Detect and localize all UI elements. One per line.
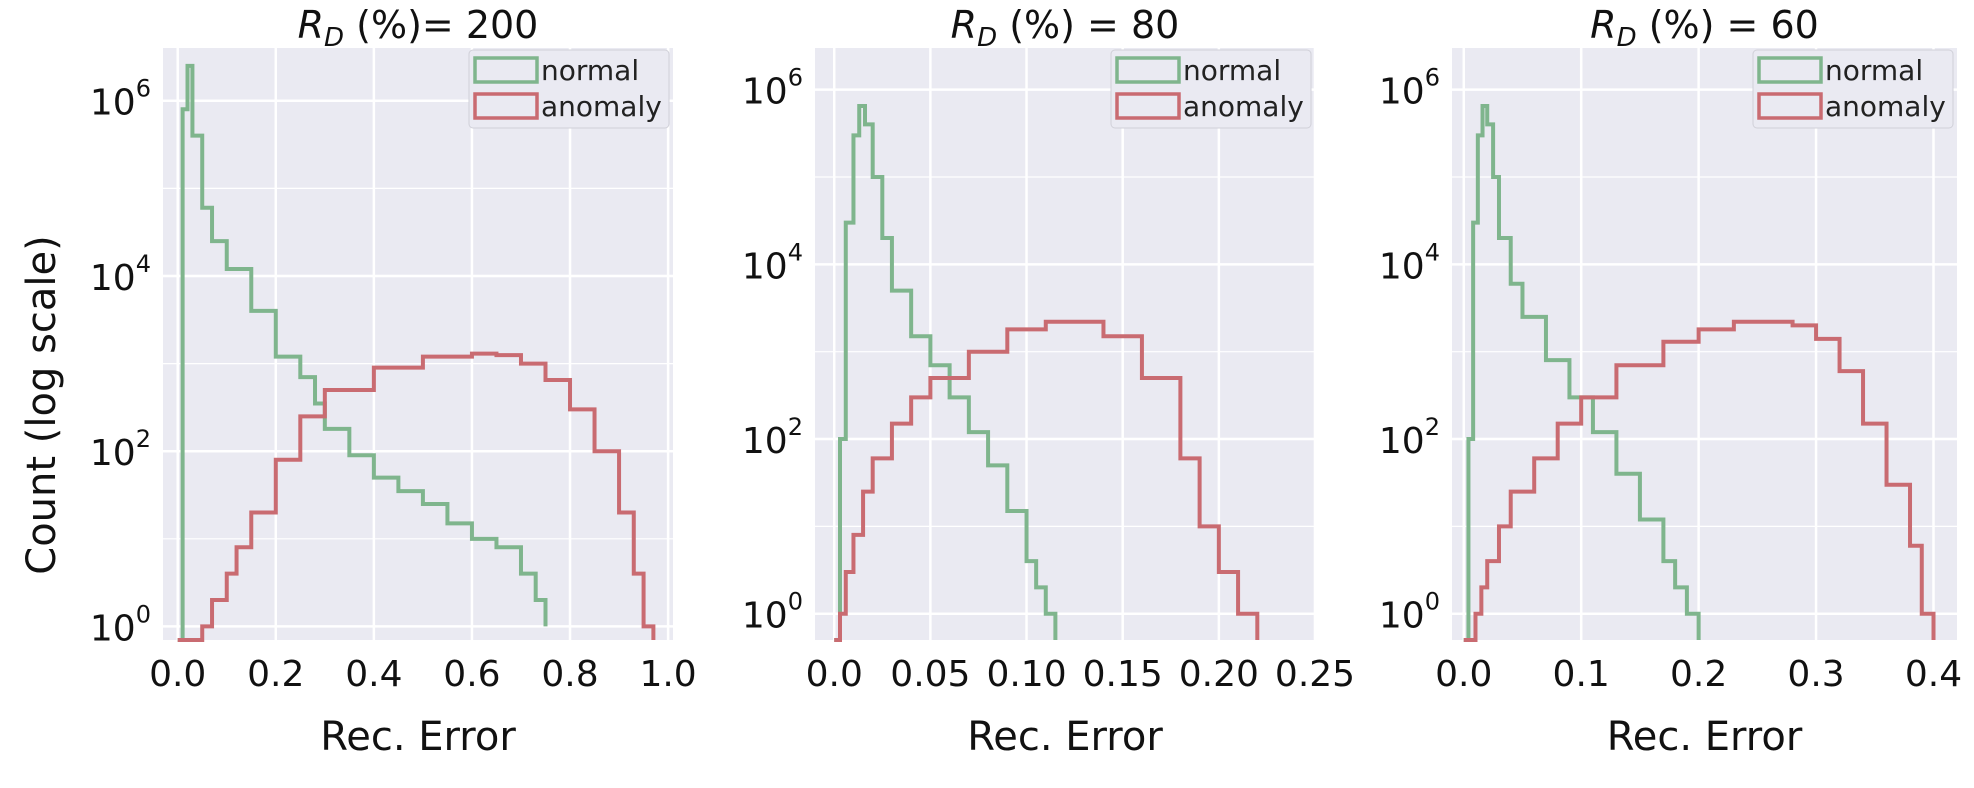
legend-label-normal: normal xyxy=(1183,54,1281,87)
x-tick-label: 0.2 xyxy=(247,654,304,695)
x-tick-label: 0.6 xyxy=(443,654,500,695)
x-tick-label: 0.3 xyxy=(1787,654,1844,695)
x-tick-label: 0.1 xyxy=(1553,654,1610,695)
series-anomaly xyxy=(834,319,1260,642)
legend-swatch-anomaly xyxy=(1757,92,1823,120)
x-tick-label: 1.0 xyxy=(639,654,696,695)
plot-area xyxy=(815,48,1315,640)
plot-area xyxy=(163,48,673,640)
x-tick-label: 0.0 xyxy=(1435,654,1492,695)
legend-label-normal: normal xyxy=(541,54,639,87)
chart-title: RD (%) = 80 xyxy=(951,3,1180,53)
legend-box xyxy=(468,49,670,129)
legend-label-anomaly: anomaly xyxy=(1183,90,1304,123)
x-axis-label: Rec. Error xyxy=(1607,714,1803,760)
x-tick-label: 0.2 xyxy=(1670,654,1727,695)
legend-swatch-anomaly xyxy=(473,92,539,120)
legend-swatch-normal xyxy=(1115,56,1181,84)
y-tick-label: 100 xyxy=(742,588,803,637)
y-tick-label: 104 xyxy=(90,250,151,299)
y-tick-label: 102 xyxy=(742,413,803,462)
series-normal xyxy=(834,104,1058,642)
x-tick-label: 0.25 xyxy=(1275,654,1355,695)
y-tick-label: 104 xyxy=(1379,238,1440,287)
x-axis-label: Rec. Error xyxy=(967,714,1163,760)
x-tick-label: 0.20 xyxy=(1179,654,1259,695)
series-anomaly xyxy=(1463,319,1936,642)
plot-area xyxy=(1452,48,1957,640)
chart-title: RD (%) = 60 xyxy=(1590,3,1819,53)
y-tick-label: 100 xyxy=(1379,588,1440,637)
y-tick-label: 102 xyxy=(90,425,151,474)
x-tick-label: 0.8 xyxy=(541,654,598,695)
x-axis-label: Rec. Error xyxy=(320,714,516,760)
chart-title: RD (%)= 200 xyxy=(298,3,539,53)
y-tick-label: 106 xyxy=(1379,64,1440,113)
legend-label-normal: normal xyxy=(1825,54,1923,87)
legend-swatch-normal xyxy=(473,56,539,84)
chart-panel-2: 0.0 0.05 0.10 0.15 0.20 0.25 100 102 104 106 RD (%… xyxy=(742,3,1355,760)
x-tick-label: 0.4 xyxy=(1905,654,1962,695)
x-tick-label: 0.0 xyxy=(806,654,863,695)
x-tick-label: 0.10 xyxy=(986,654,1066,695)
legend-swatch-anomaly xyxy=(1115,92,1181,120)
legend-box xyxy=(1752,49,1954,129)
legend-label-anomaly: anomaly xyxy=(541,90,662,123)
legend-label-anomaly: anomaly xyxy=(1825,90,1946,123)
series-anomaly xyxy=(177,351,656,642)
x-tick-label: 0.0 xyxy=(149,654,206,695)
x-tick-label: 0.15 xyxy=(1083,654,1163,695)
chart-panel-1: 0.0 0.2 0.4 0.6 0.8 1.0 100 102 104 106 RD (%)= 20… xyxy=(90,3,697,760)
chart-panel-3: 0.0 0.1 0.2 0.3 0.4 100 102 104 106 RD (%) = 60 Re… xyxy=(1379,3,1962,760)
y-axis-label: Count (log scale) xyxy=(19,235,65,574)
y-tick-label: 106 xyxy=(90,75,151,124)
x-tick-label: 0.4 xyxy=(345,654,402,695)
series-normal xyxy=(1463,104,1701,642)
x-tick-label: 0.05 xyxy=(890,654,970,695)
y-tick-label: 100 xyxy=(90,600,151,649)
y-tick-label: 106 xyxy=(742,64,803,113)
legend-box xyxy=(1110,49,1312,129)
legend-swatch-normal xyxy=(1757,56,1823,84)
y-tick-label: 102 xyxy=(1379,413,1440,462)
y-tick-label: 104 xyxy=(742,238,803,287)
